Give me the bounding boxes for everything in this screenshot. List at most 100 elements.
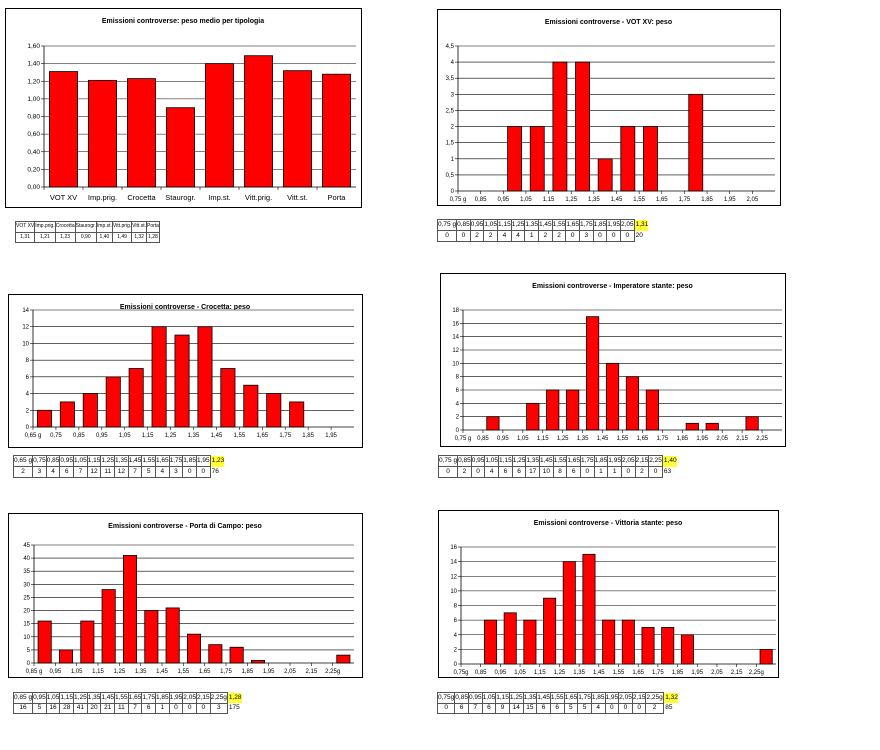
bar-1-75: [229, 646, 244, 664]
data-table: 0,75 g 0,85 0,95 1,05 1,15 1,25 1,35 1,45 1,55 1,…: [437, 455, 678, 478]
x-tick-label: 1,55: [617, 436, 629, 442]
total-count-cell: 76: [211, 467, 219, 475]
bar-1-55: [243, 384, 259, 428]
data-table: 0,85 g 0,95 1,05 1,15 1,25 1,35 1,45 1,55 1,65 1,…: [12, 692, 243, 714]
y-tick-label: 18: [452, 308, 459, 314]
table-header-cell: 2,15: [631, 692, 647, 704]
x-tick-label: 0,95: [497, 197, 509, 203]
bar-1-35: [144, 610, 159, 664]
total-count-cell: 175: [228, 704, 240, 711]
table-value-cell: 0: [195, 466, 211, 478]
bar-1-25: [174, 334, 190, 428]
bar-imp-st: [205, 63, 234, 188]
mean-weight-cell: 1,32: [664, 692, 678, 703]
bar-1-45: [602, 619, 616, 665]
table-value-cell: 4: [590, 702, 606, 714]
table-header-cell: 2,05: [618, 692, 633, 704]
chart-title: Emissioni controverse - Vittoria stante:…: [534, 520, 682, 527]
x-tick-label: 1,95: [696, 436, 708, 442]
x-tick-label: 1,55: [633, 197, 645, 203]
bar-1-15: [151, 326, 167, 428]
x-tick-label: 1,45: [611, 197, 623, 203]
bar-1-05: [80, 620, 95, 664]
y-tick-label: 20: [23, 609, 30, 615]
table-value-cell: 9: [495, 702, 510, 714]
x-tick-label: 1,35: [188, 433, 200, 439]
y-tick-label: 0,40: [27, 149, 40, 156]
y-tick-label: 4: [454, 633, 458, 639]
y-tick-label: 1,40: [27, 61, 40, 68]
data-table: VOT XV Imp.prig. Crocetta Staurogr. Imp.st. V…: [14, 221, 160, 243]
table-value-cell: 6: [511, 466, 527, 478]
table-header-cell: 1,75: [577, 692, 592, 704]
bar-1-25: [575, 61, 590, 192]
x-tick-label: 1,05: [71, 669, 83, 675]
y-tick-label: 0,80: [27, 114, 40, 121]
bar-1-65: [641, 627, 655, 665]
x-tick-label: 1,55: [234, 433, 246, 439]
bar-0-95: [105, 376, 121, 428]
table-value-row: 16 5 16 28 41 20 21 11 7 6 1 0 0 0 3 175: [12, 702, 243, 714]
table-value-cell: 1,49: [111, 231, 133, 243]
table-value-cell: 6: [454, 702, 469, 714]
table-value-cell: 10: [539, 466, 554, 478]
x-tick-label: 1,85: [302, 433, 314, 439]
y-tick-label: 2: [454, 647, 458, 653]
table-value-cell: 0: [436, 230, 458, 242]
table-header-cell: 1,65: [563, 692, 579, 704]
table-header-cell: 1,25: [508, 692, 524, 704]
bar-1-85: [680, 634, 694, 665]
y-tick-label: 6: [454, 618, 458, 624]
y-tick-label: 0: [454, 662, 458, 668]
x-tick-label: 2,15: [305, 669, 317, 675]
bar-0-85-g: [37, 620, 52, 664]
x-tick-label: 1,65: [199, 669, 211, 675]
bar-1-35: [586, 316, 600, 431]
data-table: 0,75g 0,85 0,95 1,05 1,15 1,25 1,35 1,45 1,55 1,6…: [436, 692, 678, 714]
y-tick-label: 8: [454, 604, 458, 610]
x-tick-label: 1,25: [554, 670, 566, 676]
bar-1-85: [685, 422, 699, 431]
y-tick-label: 35: [23, 569, 30, 575]
x-tick-label: 1,05: [520, 197, 532, 203]
x-tick-label: 1,45: [156, 669, 168, 675]
bar-1-05: [526, 402, 540, 431]
table-value-cell: 0: [604, 702, 620, 714]
x-tick-label: 1,25: [565, 197, 577, 203]
table-value-cell: 2: [551, 230, 567, 242]
y-tick-label: 4,5: [446, 44, 455, 50]
y-tick-label: 0,20: [27, 166, 40, 173]
y-tick-label: 12: [450, 574, 457, 580]
bar-1-95: [705, 422, 719, 431]
x-tick-label: 1,25: [165, 433, 177, 439]
table-value-cell: 1,28: [145, 231, 160, 243]
table-value-row: 0 0 2 2 4 4 1 2 2 0 3 0 0 0 20: [436, 230, 649, 242]
y-tick-label: 12: [452, 348, 459, 354]
bar-1-35: [197, 326, 213, 428]
bar-vitt-st: [283, 70, 312, 188]
x-tick-label: 0,95: [497, 436, 509, 442]
x-tick-label: 1,65: [637, 436, 649, 442]
table-value-cell: 28: [59, 702, 75, 714]
table-header-cell: 1,15: [495, 692, 510, 704]
y-tick-label: 15: [23, 622, 30, 628]
mean-weight-cell: 1,28: [227, 692, 243, 703]
x-tick-label: 1,05: [514, 670, 526, 676]
plot-area: [463, 310, 782, 430]
x-tick-label: 1,85: [241, 669, 253, 675]
table-header-cell: 2,05: [620, 455, 636, 467]
table-value-cell: 1: [607, 466, 622, 478]
table-value-cell: 0: [618, 702, 633, 714]
table-header-cell: Porta: [145, 221, 160, 233]
chart-title: Emissioni controverse - Porta di Campo: …: [108, 523, 262, 530]
bar-1-55: [186, 633, 202, 664]
x-tick-label: 1,35: [573, 670, 585, 676]
table-value-cell: 5: [563, 702, 579, 714]
x-tick-label: 1,25: [113, 669, 125, 675]
y-tick-label: 1,60: [27, 43, 40, 50]
table-header-row: 0,75 g 0,85 0,95 1,05 1,15 1,25 1,35 1,45 1,55 1,…: [436, 219, 649, 231]
x-tick-label: 0,75 g: [450, 197, 467, 203]
x-tick-label: 1,15: [543, 197, 555, 203]
table-value-cell: 4: [45, 466, 61, 478]
x-tick-label: 1,55: [613, 670, 625, 676]
